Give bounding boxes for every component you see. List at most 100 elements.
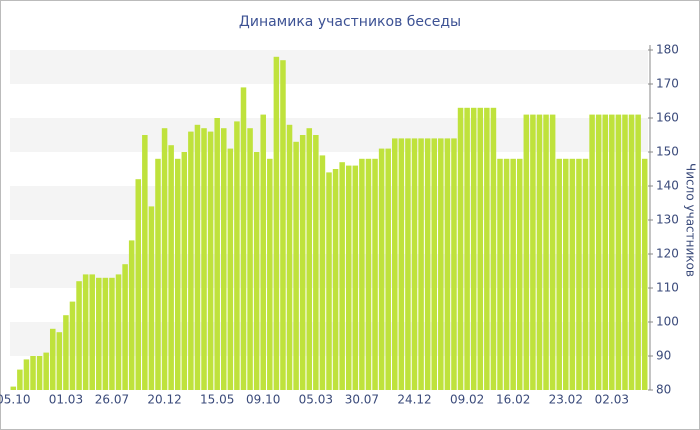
bar — [622, 114, 628, 390]
bar — [392, 138, 398, 390]
bar — [240, 87, 247, 391]
bar — [444, 138, 451, 390]
y-axis-label: Число участников — [684, 163, 698, 277]
bar — [188, 131, 194, 390]
bar — [109, 277, 115, 390]
bar — [69, 301, 76, 390]
y-tick-label: 150 — [656, 145, 679, 159]
bar — [201, 128, 207, 390]
bar — [10, 386, 17, 390]
bar — [556, 158, 562, 390]
bar — [490, 107, 497, 391]
bar — [194, 124, 201, 391]
x-tick-label: 09.02 — [450, 393, 484, 407]
bar — [345, 165, 352, 390]
x-tick-label: 24.12 — [397, 393, 431, 407]
bar — [615, 114, 622, 390]
bar — [602, 114, 609, 390]
bar — [227, 148, 234, 390]
bar — [36, 356, 43, 390]
bar — [385, 148, 391, 390]
bar — [359, 158, 365, 390]
y-tick-label: 100 — [656, 315, 679, 329]
x-tick-label: 30.07 — [345, 393, 379, 407]
bar — [17, 369, 23, 390]
bar — [122, 264, 128, 390]
bar — [56, 332, 63, 390]
bar — [280, 60, 286, 390]
bar — [306, 128, 313, 390]
bar — [503, 158, 510, 390]
y-tick-label: 80 — [656, 383, 671, 397]
y-tick-label: 160 — [656, 111, 679, 125]
chart-title: Динамика участников беседы — [239, 14, 461, 30]
y-tick-label: 140 — [656, 179, 679, 193]
bar — [181, 152, 188, 390]
bar — [168, 145, 174, 390]
bar — [372, 158, 378, 390]
bar — [96, 277, 102, 390]
bar — [352, 165, 359, 390]
bar — [273, 56, 280, 391]
bar — [326, 172, 332, 390]
y-tick-label: 130 — [656, 213, 679, 227]
bar — [23, 359, 30, 390]
bar — [431, 138, 437, 390]
bar — [530, 114, 536, 390]
bar — [457, 107, 464, 391]
bar — [484, 107, 490, 391]
bar — [115, 274, 122, 390]
bar — [628, 114, 635, 390]
bar — [365, 158, 372, 390]
x-tick-label: 02.03 — [595, 393, 629, 407]
bar — [221, 128, 227, 390]
bar — [293, 141, 299, 390]
bar — [339, 162, 345, 390]
grid-band — [10, 50, 648, 84]
x-tick-label: 05.03 — [299, 393, 333, 407]
bar — [234, 121, 240, 391]
bar — [89, 274, 95, 390]
bar — [102, 277, 109, 390]
bar — [589, 114, 595, 390]
bar — [536, 114, 543, 390]
bar — [609, 114, 615, 390]
bar — [470, 107, 477, 391]
bar — [253, 152, 260, 390]
bar — [523, 114, 530, 390]
bar — [128, 240, 135, 390]
bar — [477, 107, 484, 391]
y-tick-label: 180 — [656, 43, 679, 57]
bar — [135, 179, 142, 390]
y-tick-label: 170 — [656, 77, 679, 91]
bar — [207, 131, 214, 390]
bar — [641, 158, 648, 390]
bar — [497, 158, 503, 390]
y-tick-label: 90 — [656, 349, 671, 363]
x-tick-label: 15.05 — [200, 393, 234, 407]
bar — [595, 114, 602, 390]
bar — [635, 114, 641, 390]
bar — [319, 155, 326, 390]
bar — [148, 206, 155, 390]
bar — [576, 158, 582, 390]
bar — [549, 114, 556, 390]
x-tick-label: 23.02 — [549, 393, 583, 407]
bar — [82, 274, 89, 390]
y-tick-label: 110 — [656, 281, 679, 295]
bar — [464, 107, 470, 391]
bar — [247, 128, 253, 390]
bar — [438, 138, 444, 390]
bar — [161, 128, 168, 390]
bar — [30, 356, 36, 390]
bar — [582, 158, 589, 390]
bar — [155, 158, 161, 390]
bar — [267, 158, 273, 390]
x-tick-label: 09.10 — [246, 393, 280, 407]
bar — [398, 138, 405, 390]
x-tick-label: 05.10 — [0, 393, 30, 407]
bar — [299, 135, 306, 390]
bar — [49, 328, 56, 390]
bar — [411, 138, 418, 390]
